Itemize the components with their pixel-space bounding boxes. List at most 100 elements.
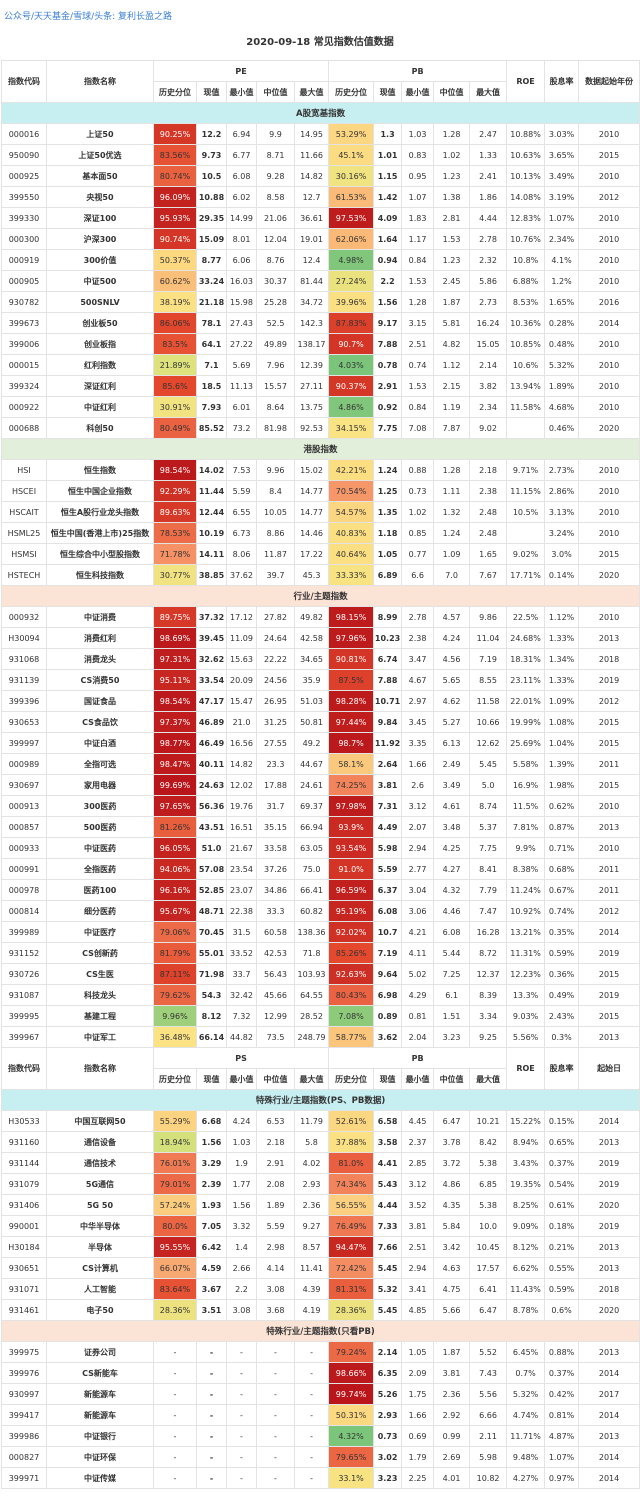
value-cell: 28.52 [293,1005,330,1027]
value-cell: 17.57 [469,1257,508,1279]
value-cell: 8.01 [226,228,257,250]
percentile-cell: 95.19% [328,900,375,922]
value-cell: 11.58 [469,690,508,712]
value-cell: 1.89 [256,1194,295,1216]
index-code: 930997 [1,1383,47,1405]
index-name: 基建工程 [46,1005,154,1027]
percentile-cell: 66.07% [153,1257,197,1279]
data-row: 399550 央视50 96.09% 10.88 6.02 8.58 12.7 61.53% 1… [1,186,640,208]
value-cell: 85.52 [196,417,227,439]
value-cell: 32.62 [196,648,227,670]
value-cell [506,522,546,544]
value-cell: 8.76 [256,249,295,271]
percentile-cell: 61.53% [328,186,375,208]
value-cell: 5.56% [506,1026,546,1048]
value-cell: 9.9% [506,837,546,859]
value-cell: 11.13 [226,375,257,397]
value-cell: - [226,1467,257,1489]
value-cell: 0.62% [544,795,580,817]
value-cell: 0.95 [401,165,435,187]
value-cell: 6.08 [373,900,403,922]
value-cell: 2010 [578,606,640,628]
value-cell: 9.96 [256,459,295,481]
value-cell: 2020 [578,1299,640,1321]
value-cell: 45.3 [293,564,330,586]
percentile-cell: 71.78% [153,543,197,565]
value-cell: 11.44 [196,480,227,502]
index-code: 930653 [1,711,47,733]
data-row: H30184 半导体 95.55% 6.42 1.4 2.98 8.57 94.47% 7.66… [1,1236,640,1258]
value-cell: 27.55 [256,732,295,754]
value-cell: 1.98% [544,774,580,796]
value-cell: 16.9% [506,774,546,796]
value-cell: 5.84 [433,1215,471,1237]
value-cell: 14.82 [226,753,257,775]
percentile-cell: 54.57% [328,501,375,523]
index-code: 931079 [1,1173,47,1195]
percentile-cell: 85.26% [328,942,375,964]
percentile-cell: 28.36% [153,1299,197,1321]
data-row: H30094 消费红利 98.69% 39.45 11.09 24.64 42.58 97.9… [1,627,640,649]
value-cell: 42.58 [293,627,330,649]
percentile-cell: 9.96% [153,1005,197,1027]
value-cell: 2.2 [373,270,403,292]
value-cell: 21.06 [256,207,295,229]
index-code: HSCAIT [1,501,47,523]
value-cell: 7.47 [469,900,508,922]
value-cell: 19.99% [506,711,546,733]
value-cell: 2010 [578,249,640,271]
percentile-cell: 91.0% [328,858,375,880]
value-cell: 6.77 [226,144,257,166]
data-row: 931406 5G 50 57.24% 1.93 1.56 1.89 2.36 56.55% 4… [1,1194,640,1216]
value-cell: 9.28 [256,165,295,187]
value-cell: 3.81 [373,774,403,796]
value-cell: 2.18 [256,1131,295,1153]
value-cell: 10.66 [469,711,508,733]
value-cell: 1.64 [373,228,403,250]
value-cell: 6.85 [469,1173,508,1195]
index-name: 深证100 [46,207,154,229]
value-cell: 2.81 [433,207,471,229]
percentile-cell: 99.69% [153,774,197,796]
value-cell: 2.73% [544,459,580,481]
value-cell: 0.73 [373,1425,403,1447]
value-cell: 5.32% [506,1383,546,1405]
value-cell: 31.25 [256,711,295,733]
value-cell: - [196,1467,227,1489]
value-cell: 2018 [578,648,640,670]
value-cell: 2010 [578,207,640,229]
index-code: H30184 [1,1236,47,1258]
value-cell: 2.73 [469,291,508,313]
value-cell: 22.38 [226,900,257,922]
section-row: 特殊行业/主题指数(只看PB) [0,1320,640,1342]
value-cell: 8.86 [256,522,295,544]
value-cell: 0.73 [401,480,435,502]
value-cell: 51.0 [196,837,227,859]
value-cell: 6.35 [373,1362,403,1384]
data-row: HSTECH 恒生科技指数 30.77% 38.85 37.62 39.7 45.3 33.3… [1,564,640,586]
index-name: 恒生中国企业指数 [46,480,154,502]
percentile-cell: 58.1% [328,753,375,775]
data-row: H30533 中国互联网50 55.29% 6.68 4.24 6.53 11.79 52.6… [1,1110,640,1132]
value-cell: 7.08 [401,417,435,439]
index-name: 中证传媒 [46,1467,154,1489]
value-cell: 64.55 [293,984,330,1006]
value-cell: 2015 [578,774,640,796]
data-row: 399006 创业板指 83.5% 64.1 27.22 49.89 138.17 90.7%… [1,333,640,355]
value-cell: 0.54% [544,1173,580,1195]
value-cell: 52.85 [196,879,227,901]
value-cell [506,417,546,439]
value-cell: 3.08 [226,1299,257,1321]
data-row: 399971 中证传媒 - - - - -33.1% 3.23 2.25 4.01 10.82 4.2… [1,1467,640,1489]
percentile-cell: 95.67% [153,900,197,922]
data-row: 000857 500医药 81.26% 43.51 16.51 35.15 66.94 93.… [1,816,640,838]
value-cell: 1.53 [401,270,435,292]
value-cell: 2019 [578,669,640,691]
value-cell: 23.54 [226,858,257,880]
index-code: 930651 [1,1257,47,1279]
value-cell: 12.83% [506,207,546,229]
value-cell: 7.93 [196,396,227,418]
percentile-cell: 38.19% [153,291,197,313]
source-link[interactable]: 公众号/天天基金/雪球/头条: 复利长盈之路 [4,12,172,22]
value-cell: 2015 [578,711,640,733]
